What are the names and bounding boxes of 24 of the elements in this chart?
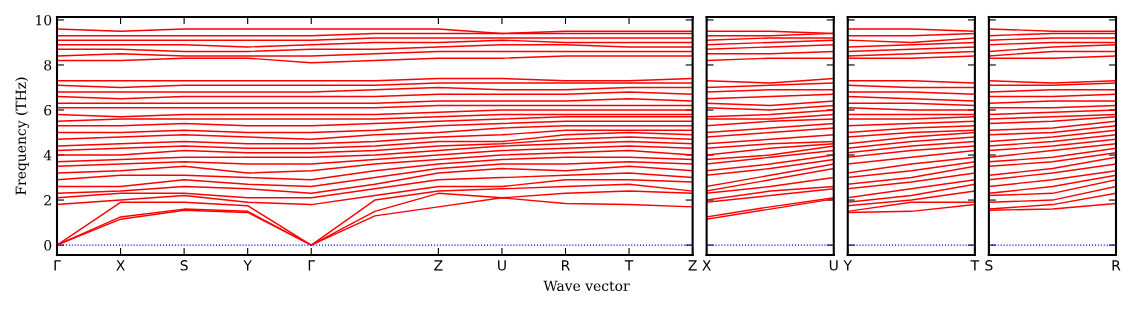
y-tick-label: 4 bbox=[43, 150, 52, 161]
x-tick-label: X bbox=[116, 260, 125, 271]
y-tick-label: 8 bbox=[44, 59, 52, 71]
x-tick-label: S bbox=[985, 260, 993, 271]
y-tick-label: 6 bbox=[44, 104, 52, 116]
x-axis-title: Wave vector bbox=[543, 280, 630, 292]
x-tick-label: R bbox=[562, 260, 570, 271]
x-tick-label: Γ bbox=[308, 260, 316, 271]
x-tick-label: Y bbox=[843, 260, 853, 271]
y-tick-label: 2 bbox=[44, 195, 51, 206]
x-tick-label: Y bbox=[243, 260, 252, 271]
x-tick-label: S bbox=[180, 260, 188, 271]
x-tick-label: Z bbox=[434, 260, 443, 271]
x-tick-label: Z bbox=[688, 260, 697, 271]
x-tick-label: X bbox=[702, 260, 711, 271]
x-tick-label: R bbox=[1112, 260, 1121, 271]
x-tick-label: Γ bbox=[54, 260, 61, 271]
y-axis-title: Frequency (THz) bbox=[15, 77, 29, 195]
y-tick-label: 10 bbox=[36, 14, 52, 26]
x-tick-label: U bbox=[498, 260, 506, 271]
x-tick-label: U bbox=[829, 260, 838, 271]
y-tick-label: 0 bbox=[44, 240, 52, 251]
x-tick-label: T bbox=[970, 260, 980, 271]
x-tick-label: T bbox=[624, 260, 634, 271]
